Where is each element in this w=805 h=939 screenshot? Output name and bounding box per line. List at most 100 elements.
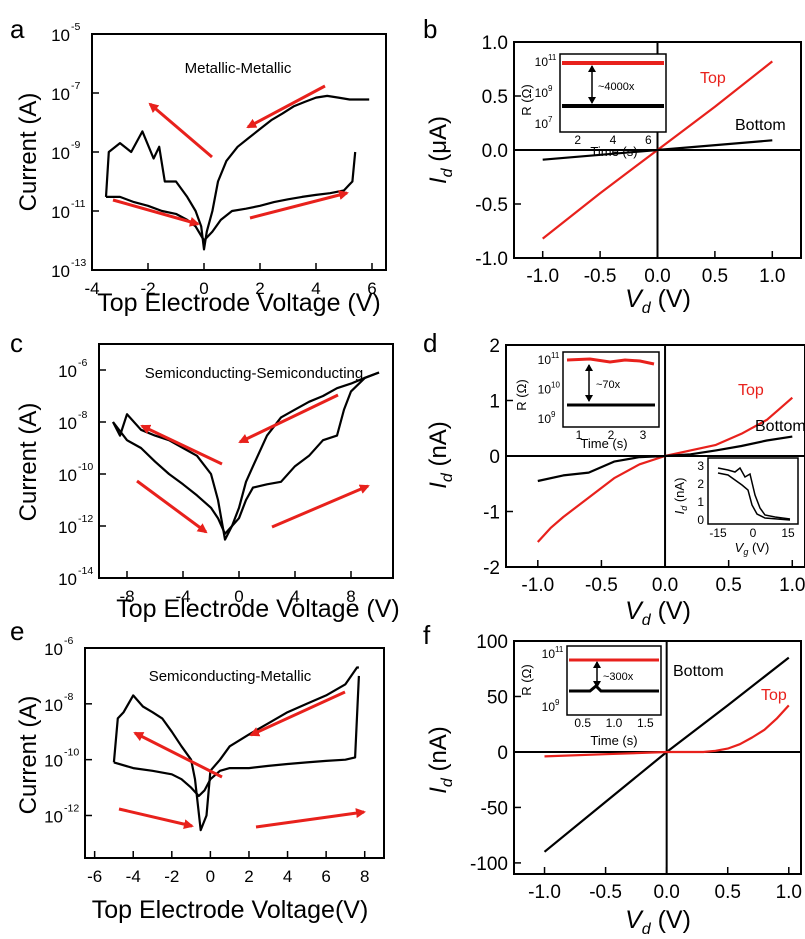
x-tick-label: 1.0 <box>776 882 802 903</box>
panel-b: b Id (μA) Vd (V) -1.0 -0.5 0.0 0.5 1.0 1.0 0.… <box>423 14 802 317</box>
y-tick-label: 2 <box>489 336 500 357</box>
panel-f: f Id (nA) Vd (V) -1.0 -0.5 0.0 0.5 1.0 10050… <box>423 620 802 938</box>
inset-x-tick-label: 4 <box>610 133 617 147</box>
sweep-arrow-3 <box>112 198 200 227</box>
series-line-sweep-2 <box>113 675 360 798</box>
inset-x-ticks-d: 1 2 3 <box>576 428 647 442</box>
x-tick-label: -2 <box>140 279 155 298</box>
inset-x-ticks-f: 0.5 1.0 1.5 <box>574 716 654 730</box>
inset-y-tick-exponent: 11 <box>555 645 564 654</box>
y-tick-label: 1 <box>489 392 500 413</box>
inset-y-tick-label: 10 <box>538 353 552 367</box>
inset-y-tick-exponent: 11 <box>548 53 557 62</box>
y-tick-label: -100 <box>470 854 508 875</box>
inset-x-ticks-b: 2 4 6 <box>574 133 652 147</box>
x-tick-label: 2 <box>244 867 253 886</box>
plot-title-e: Semiconducting-Metallic <box>149 668 312 685</box>
panel-label-e: e <box>10 616 24 646</box>
bottom-curve-label-f: Bottom <box>673 663 724 680</box>
y-tick-exponent: -9 <box>71 139 81 151</box>
y-tick-exponent: -8 <box>64 691 74 703</box>
inset-y-tick-label: 10 <box>535 86 549 100</box>
y-tick-label: -0.5 <box>475 195 508 216</box>
y-axis-label-f: Id (nA) <box>425 726 456 794</box>
inset-y-tick-label: 10 <box>535 55 549 69</box>
arrows-c <box>136 393 370 534</box>
panel-a: a Metallic-Metallic Current (A) Top Elec… <box>10 14 387 317</box>
inset-arrowhead-down-d <box>585 395 593 402</box>
inset2-y-label-d: Id (nA) <box>672 478 689 515</box>
x-axis-label-e: Top Electrode Voltage(V) <box>92 896 369 924</box>
bottom-curve-label-b: Bottom <box>735 117 786 134</box>
y-tick-label: 10 <box>51 26 70 45</box>
inset-y-tick-exponent: 9 <box>548 84 553 93</box>
inset-ratio-d: ~70x <box>596 379 621 391</box>
inset-arrowhead-down-f <box>593 681 601 688</box>
y-tick-label: 10 <box>51 85 70 104</box>
inset-x-tick-label: 1.0 <box>606 716 623 730</box>
y-tick-exponent: -8 <box>78 409 88 421</box>
arrows-a <box>112 84 349 227</box>
inset-arrowhead-up-f <box>593 661 601 668</box>
inset-arrowhead-up-b <box>588 65 596 72</box>
inset2-y-tick-label: 3 <box>697 459 704 473</box>
panel-label-c: c <box>10 328 23 358</box>
x-tick-label: 4 <box>311 279 320 298</box>
inset-y-tick-exponent: 10 <box>551 381 560 390</box>
inset-x-tick-label: 2 <box>608 428 615 442</box>
x-tick-label: 0 <box>199 279 208 298</box>
x-tick-label: 0 <box>206 867 215 886</box>
panel-label-d: d <box>423 328 437 358</box>
inset2-y-tick-label: 2 <box>697 477 704 491</box>
inset2-frame-d <box>707 457 799 525</box>
y-tick-exponent: -12 <box>64 802 79 814</box>
sweep-arrow-4 <box>271 484 370 529</box>
inset-x-tick-label: 6 <box>645 133 652 147</box>
plot-title-c: Semiconducting-Semiconducting <box>145 365 363 382</box>
x-tick-label: -0.5 <box>585 575 618 596</box>
inset-x-tick-label: 2 <box>574 133 581 147</box>
x-tick-label: 0.5 <box>715 575 741 596</box>
y-tick-exponent: -5 <box>71 21 81 33</box>
x-tick-label: 0.5 <box>715 882 741 903</box>
y-axis-label-d: Id (nA) <box>425 421 456 489</box>
y-tick-label: 0.0 <box>482 141 508 162</box>
inset2-x-tick-label: 0 <box>750 526 757 540</box>
inset-x-tick-label: 3 <box>640 428 647 442</box>
y-tick-label: 0 <box>489 447 500 468</box>
inset2-y-tick-label: 1 <box>697 495 704 509</box>
y-axis-label-b: Id (μA) <box>425 116 456 184</box>
y-tick-label: 10 <box>51 144 70 163</box>
x-tick-label: 4 <box>290 587 299 606</box>
inset-frame-f <box>566 645 662 716</box>
x-tick-label: 6 <box>367 279 376 298</box>
inset-y-tick-exponent: 9 <box>555 698 560 707</box>
inset-y-tick-label: 10 <box>538 383 552 397</box>
y-tick-exponent: -14 <box>78 565 93 577</box>
inset-y-label-d: R (Ω) <box>514 379 529 410</box>
inset-frame-d <box>562 351 660 428</box>
y-tick-label: 10 <box>44 807 63 826</box>
series-f <box>514 641 801 874</box>
y-tick-label: 10 <box>44 640 63 659</box>
bottom-curve-label-d: Bottom <box>755 418 805 435</box>
series-d <box>506 345 805 567</box>
inset-y-label-f: R (Ω) <box>519 664 534 695</box>
y-tick-label: 1.0 <box>482 33 508 54</box>
y-tick-exponent: -10 <box>78 461 93 473</box>
y-tick-label: -1.0 <box>475 249 508 270</box>
inset-x-tick-label: 1.5 <box>637 716 654 730</box>
inset2-y-tick-label: 0 <box>697 513 704 527</box>
y-tick-exponent: -7 <box>71 80 81 92</box>
y-axis-label-c: Current (A) <box>15 403 42 522</box>
inset-top-line-d <box>566 357 655 366</box>
sweep-arrow-3 <box>118 807 194 830</box>
y-tick-label: 0 <box>497 743 508 764</box>
y-tick-label: 10 <box>58 362 77 381</box>
